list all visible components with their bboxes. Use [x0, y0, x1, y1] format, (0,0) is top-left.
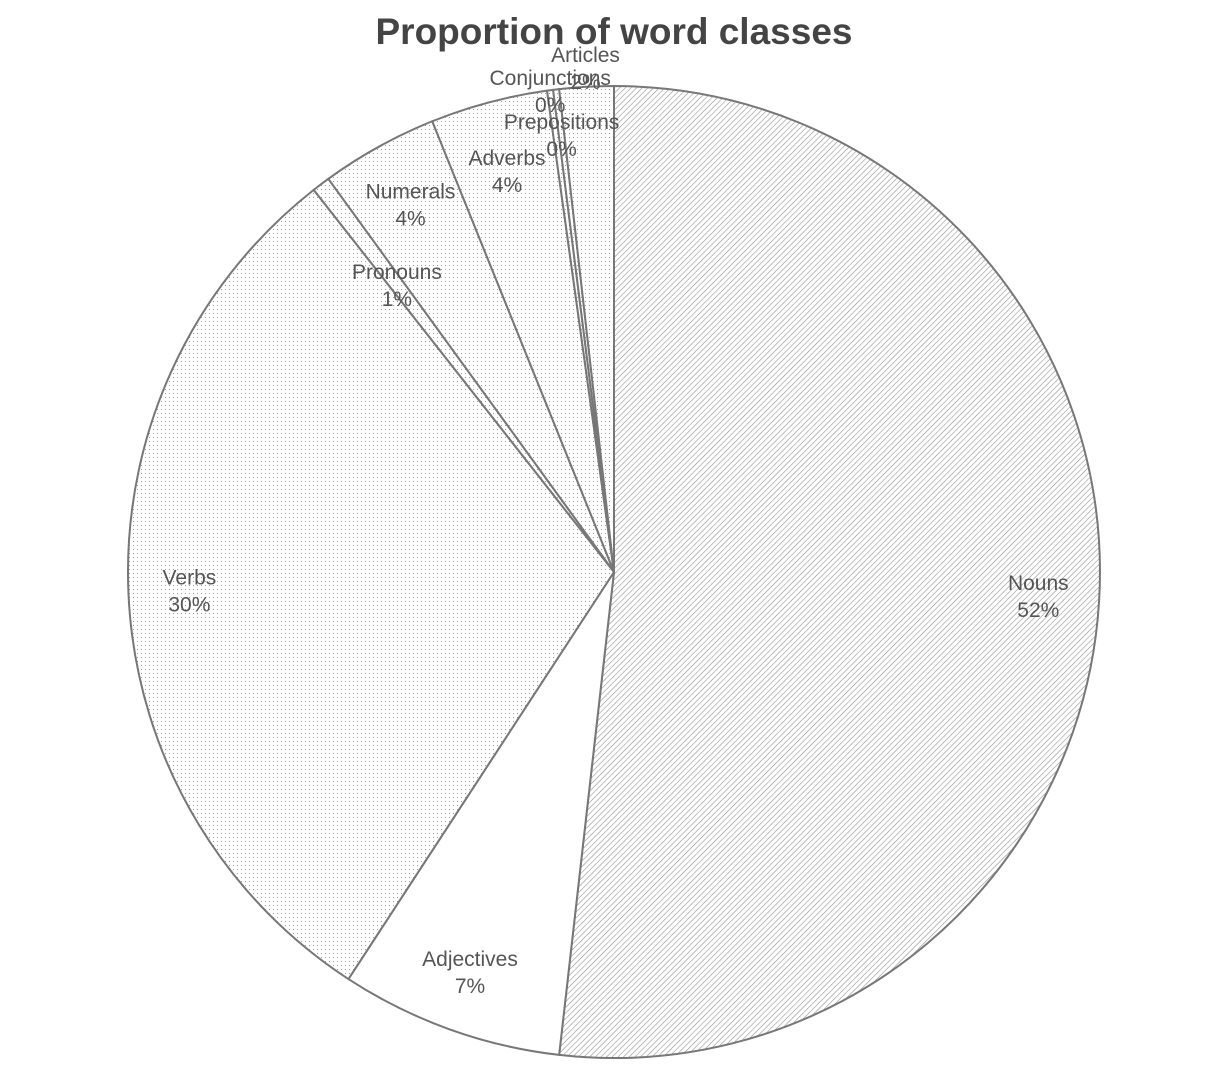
slice-label-nouns: Nouns 52% — [1008, 572, 1069, 622]
slice-label-pronouns: Pronouns 1% — [352, 261, 442, 311]
slice-label-numerals: Numerals 4% — [366, 181, 456, 231]
slice-nouns — [558, 84, 1101, 1059]
chart-title: Proportion of word classes — [376, 11, 853, 52]
slice-label-articles: Articles 2% — [551, 44, 620, 94]
slice-articles — [558, 84, 615, 573]
slice-adjectives — [347, 571, 615, 1057]
slice-label-verbs: Verbs 30% — [163, 567, 217, 617]
slice-label-conjunctions: Conjunctions 0% — [489, 67, 610, 117]
pie-labels: Nouns 52% Adjectives 7% Verbs 30% Pronouns 1% Nu… — [163, 44, 1069, 998]
pie-slices — [127, 84, 1101, 1059]
slice-label-adverbs: Adverbs 4% — [468, 147, 545, 197]
slice-label-prepositions: Prepositions 0% — [504, 111, 620, 161]
slice-label-adjectives: Adjectives 7% — [422, 948, 518, 998]
slice-verbs — [127, 188, 616, 981]
